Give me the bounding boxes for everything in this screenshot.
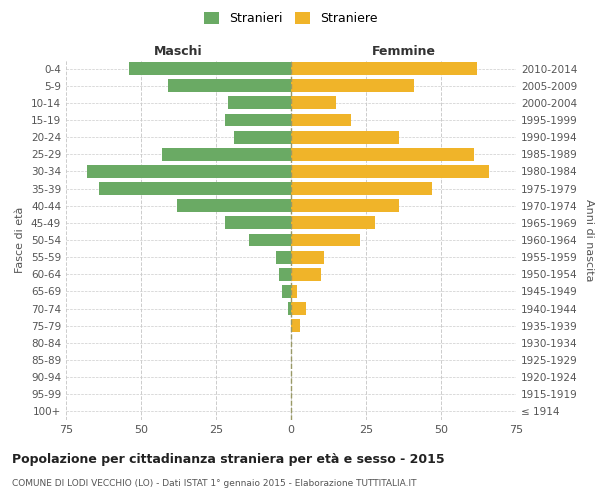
Bar (168, 80, 291, 92)
Bar (99, 182, 291, 195)
Bar (282, 285, 291, 298)
Bar (291, 285, 297, 298)
Bar (177, 200, 291, 212)
Text: Maschi: Maschi (154, 46, 203, 59)
Bar (291, 200, 399, 212)
Bar (279, 268, 291, 280)
Bar (291, 234, 360, 246)
Bar (291, 114, 351, 126)
Bar (288, 302, 291, 315)
Bar (291, 216, 375, 230)
Text: Femmine: Femmine (371, 46, 436, 59)
Y-axis label: Anni di nascita: Anni di nascita (584, 198, 594, 281)
Bar (225, 216, 291, 230)
Bar (228, 96, 291, 110)
Bar (291, 96, 336, 110)
Bar (249, 234, 291, 246)
Bar (129, 62, 291, 75)
Bar (162, 148, 291, 160)
Y-axis label: Fasce di età: Fasce di età (16, 207, 25, 273)
Bar (291, 130, 399, 143)
Bar (276, 250, 291, 264)
Text: Popolazione per cittadinanza straniera per età e sesso - 2015: Popolazione per cittadinanza straniera p… (12, 452, 445, 466)
Bar (291, 268, 321, 280)
Bar (234, 130, 291, 143)
Bar (87, 165, 291, 178)
Bar (291, 148, 474, 160)
Bar (291, 320, 300, 332)
Bar (291, 80, 414, 92)
Legend: Stranieri, Straniere: Stranieri, Straniere (204, 12, 378, 26)
Bar (291, 302, 306, 315)
Bar (291, 250, 324, 264)
Bar (225, 114, 291, 126)
Bar (291, 62, 477, 75)
Bar (291, 165, 489, 178)
Text: COMUNE DI LODI VECCHIO (LO) - Dati ISTAT 1° gennaio 2015 - Elaborazione TUTTITAL: COMUNE DI LODI VECCHIO (LO) - Dati ISTAT… (12, 479, 416, 488)
Bar (291, 182, 432, 195)
